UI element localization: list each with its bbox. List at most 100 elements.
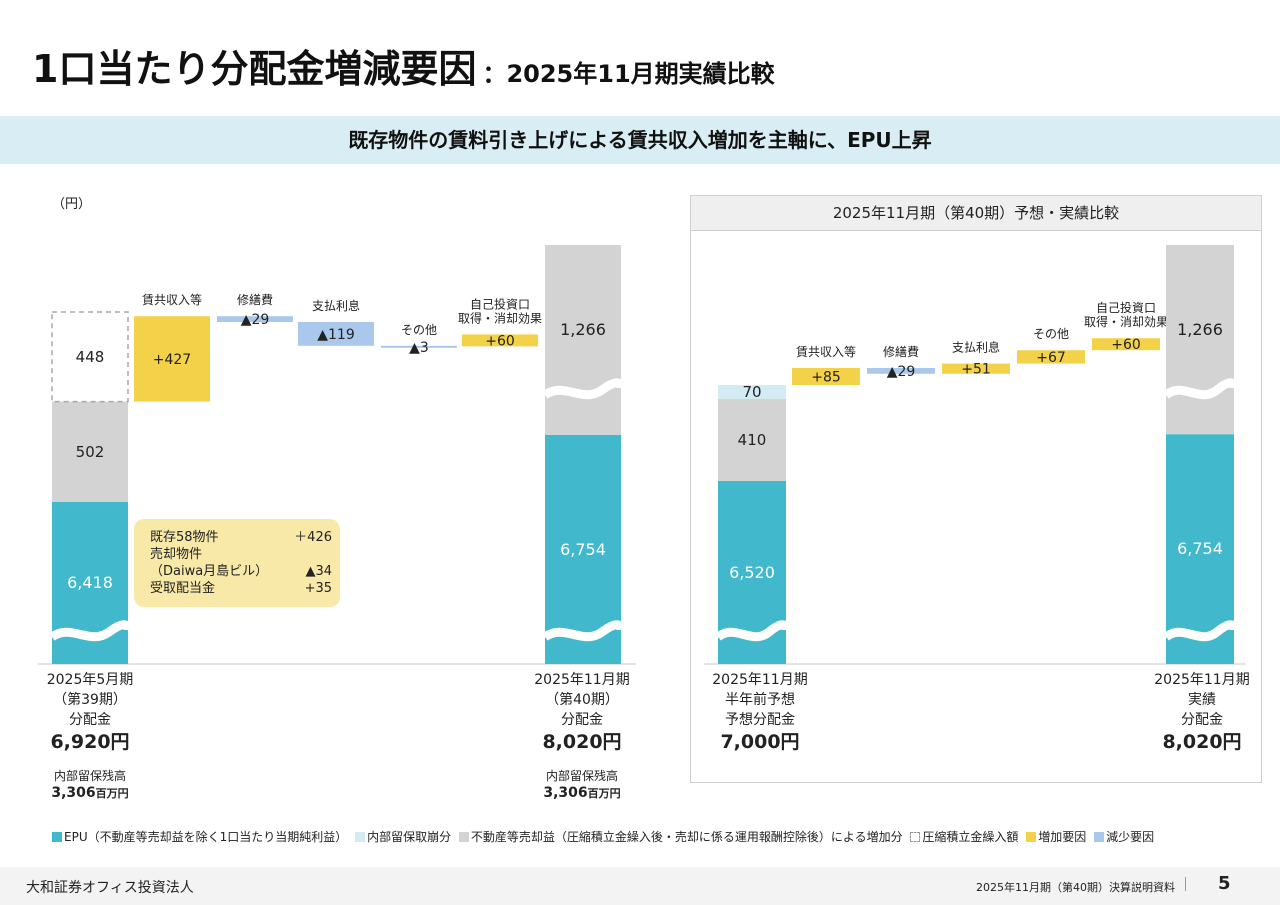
step-bar-1 xyxy=(792,368,860,385)
legend-item-decrease: 減少要因 xyxy=(1094,828,1154,845)
unit-label: （円） xyxy=(52,197,92,212)
bar-start-break xyxy=(49,620,133,642)
note-label: （Daiwa月島ビル） xyxy=(150,564,269,579)
reserve-value: 3,306 xyxy=(543,785,588,801)
x-label-comparison-end: 2025年11月期 実績 分配金 8,020円 xyxy=(1140,670,1264,754)
note-row: 既存58物件 ＋426 xyxy=(150,529,340,546)
legend-item-epu: EPU（不動産等売却益を除く1口当たり当期純利益） xyxy=(52,828,347,845)
distribution-caption: 予想分配金 xyxy=(725,712,795,728)
step-value-label-1: +85 xyxy=(811,370,841,386)
summary-banner: 既存物件の賃料引き上げによる賃共収入増加を主軸に、EPU上昇 xyxy=(0,116,1280,164)
bar-start-break xyxy=(715,620,791,642)
bar-end-break xyxy=(542,620,626,642)
legend-item-reserve: 圧縮積立金繰入額 xyxy=(910,828,1018,845)
bar-start-internal xyxy=(718,385,786,399)
step-bar-5 xyxy=(1092,338,1160,351)
note-label: 受取配当金 xyxy=(150,581,216,596)
reserve-amount: 3,306百万円 xyxy=(30,784,150,803)
step-bar-2 xyxy=(867,368,935,374)
bar-start-gain xyxy=(52,401,128,502)
step-value-label-5: +60 xyxy=(485,333,515,349)
note-value: ＋426 xyxy=(294,530,332,545)
note-row: 売却物件 xyxy=(150,546,340,563)
step-bar-2 xyxy=(217,316,293,322)
legend-label: 増加要因 xyxy=(1038,830,1087,844)
legend: EPU（不動産等売却益を除く1口当たり当期純利益） 内部留保取崩分 不動産等売却… xyxy=(52,828,1158,845)
step-bar-5 xyxy=(462,334,538,347)
bar-end-gain-label: 1,266 xyxy=(560,320,606,339)
reserve-unit: 百万円 xyxy=(587,787,621,800)
term-label: 半年前予想 xyxy=(725,692,795,708)
step-value-label-3: ▲119 xyxy=(317,327,355,343)
reserve-label: 内部留保残高 xyxy=(545,769,618,783)
note-row: （Daiwa月島ビル） ▲34 xyxy=(150,563,340,580)
period-label: 2025年11月期 xyxy=(1154,672,1250,688)
note-row: 受取配当金 +35 xyxy=(150,580,340,597)
bar-end-gain xyxy=(545,245,621,435)
legend-swatch xyxy=(1094,832,1105,842)
legend-label: 圧縮積立金繰入額 xyxy=(922,830,1019,844)
reserve-value: 3,306 xyxy=(51,785,96,801)
step-name-label-1: 賃共収入等 xyxy=(142,292,202,307)
step-name-label-5: 取得・消却効果 xyxy=(1084,314,1168,329)
period-label: 2025年11月期 xyxy=(712,672,808,688)
step-name-label-5: 自己投資口 xyxy=(1096,300,1156,315)
step-bar-4 xyxy=(1017,350,1085,364)
step-name-label-5: 自己投資口 xyxy=(470,296,530,311)
period-label: 2025年5月期 xyxy=(46,672,134,688)
bar-start-epu-label: 6,520 xyxy=(729,563,775,582)
legend-swatch xyxy=(355,832,366,842)
distribution-caption: 分配金 xyxy=(561,712,603,728)
footer: 大和証券オフィス投資法人 2025年11月期（第40期）決算説明資料 5 xyxy=(0,867,1280,905)
reserve-amount: 3,306百万円 xyxy=(520,784,644,803)
bar-start-epu-label: 6,418 xyxy=(67,573,113,592)
step-value-label-5: +60 xyxy=(1111,337,1141,353)
reserve-label: 内部留保残高 xyxy=(53,769,126,783)
title-main: 1口当たり分配金増減要因 xyxy=(32,47,477,91)
period-label: 2025年11月期 xyxy=(534,672,630,688)
step-name-label-1: 賃共収入等 xyxy=(796,344,856,359)
step-name-label-2: 修繕費 xyxy=(883,344,919,359)
legend-swatch xyxy=(458,832,469,842)
comparison-panel-title: 2025年11月期（第40期）予想・実績比較 xyxy=(691,196,1261,231)
step-name-label-3: 支払利息 xyxy=(312,298,360,313)
legend-swatch xyxy=(52,832,62,842)
step-value-label-2: ▲29 xyxy=(241,312,270,328)
distribution-amount: 8,020円 xyxy=(542,731,622,753)
bar-start-internal-label: 70 xyxy=(742,383,761,401)
legend-item-increase: 増加要因 xyxy=(1026,828,1086,845)
note-value: ▲34 xyxy=(305,564,332,579)
step-bar-3 xyxy=(942,363,1010,374)
distribution-amount: 7,000円 xyxy=(720,731,800,753)
legend-label: EPU（不動産等売却益を除く1口当たり当期純利益） xyxy=(64,830,348,844)
bar-start-gain xyxy=(718,399,786,481)
step-value-label-1: +427 xyxy=(153,352,191,368)
x-label-main-end: 2025年11月期 （第40期） 分配金 8,020円 内部留保残高 3,306… xyxy=(520,670,644,803)
legend-label: 不動産等売却益（圧縮積立金繰入後・売却に係る運用報酬控除後）による増加分 xyxy=(470,830,903,844)
legend-item-gain: 不動産等売却益（圧縮積立金繰入後・売却に係る運用報酬控除後）による増加分 xyxy=(458,828,903,845)
step-name-label-4: その他 xyxy=(401,323,437,337)
x-label-comparison-start: 2025年11月期 半年前予想 予想分配金 7,000円 xyxy=(698,670,822,754)
bar-end-epu-label: 6,754 xyxy=(560,540,606,559)
company-name: 大和証券オフィス投資法人 xyxy=(26,880,194,896)
page-title: 1口当たり分配金増減要因 ：2025年11月期実績比較 xyxy=(32,38,775,93)
step-value-label-2: ▲29 xyxy=(887,364,916,380)
bar-end-epu-label: 6,754 xyxy=(1177,539,1223,558)
step-value-label-3: +51 xyxy=(961,362,991,378)
step-bar-3 xyxy=(298,322,374,346)
bar-start-reserve xyxy=(51,311,129,403)
bar-start-reserve-label: 448 xyxy=(76,348,105,366)
step-bar-1 xyxy=(134,316,210,402)
rent-breakdown-note: 既存58物件 ＋426 売却物件 （Daiwa月島ビル） ▲34 受取配当金 +35 xyxy=(134,519,340,607)
term-label: 実績 xyxy=(1188,692,1216,708)
note-label: 売却物件 xyxy=(150,547,203,562)
legend-item-internal: 内部留保取崩分 xyxy=(355,828,451,845)
document-title: 2025年11月期（第40期）決算説明資料 xyxy=(976,881,1175,894)
bar-start-gain-label: 502 xyxy=(76,443,105,461)
bar-start-gain-label: 410 xyxy=(738,431,767,449)
footer-divider xyxy=(1185,877,1186,891)
note-value: +35 xyxy=(304,581,332,596)
legend-swatch xyxy=(1026,832,1037,842)
